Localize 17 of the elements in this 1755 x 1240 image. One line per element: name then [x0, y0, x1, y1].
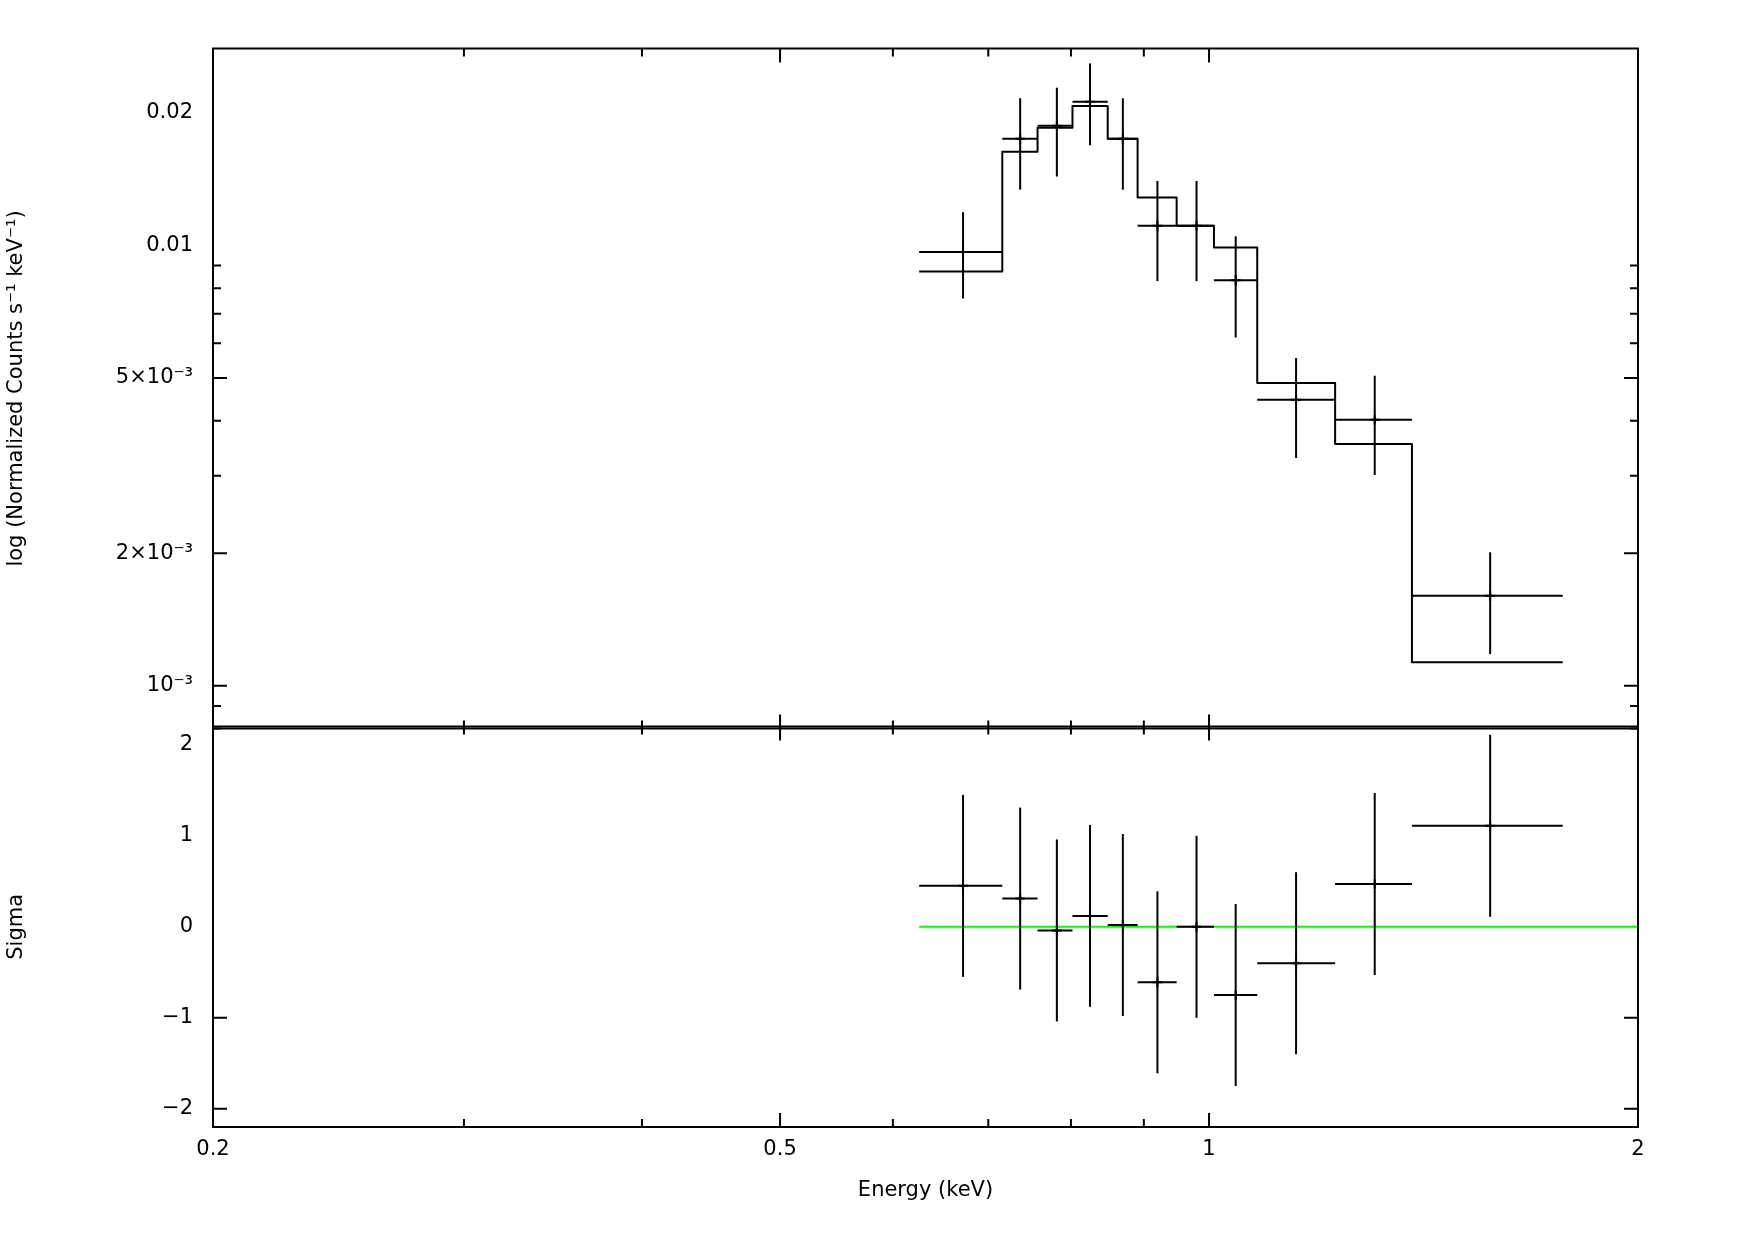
y-tick-label: 5×10⁻³	[115, 364, 193, 389]
y-tick-label: 2×10⁻³	[115, 540, 193, 565]
x-tick-label: 0.2	[196, 1136, 230, 1161]
y-tick-label: 0.02	[146, 99, 193, 124]
x-axis-title: Energy (keV)	[857, 1177, 994, 1202]
y-tick-label: −2	[162, 1095, 193, 1120]
y-axis-title: Sigma	[3, 894, 28, 961]
y-tick-label: 1	[179, 822, 193, 847]
x-tick-label: 2	[1631, 1136, 1645, 1161]
y-tick-label: 10⁻³	[146, 672, 193, 697]
x-tick-label: 1	[1202, 1136, 1216, 1161]
y-tick-label: −1	[162, 1004, 193, 1029]
y-axis-title: log (Normalized Counts s⁻¹ keV⁻¹)	[3, 210, 28, 567]
x-tick-label: 0.5	[763, 1136, 797, 1161]
y-tick-label: 2	[179, 731, 193, 756]
y-tick-label: 0	[179, 913, 193, 938]
y-tick-label: 0.01	[146, 232, 193, 257]
